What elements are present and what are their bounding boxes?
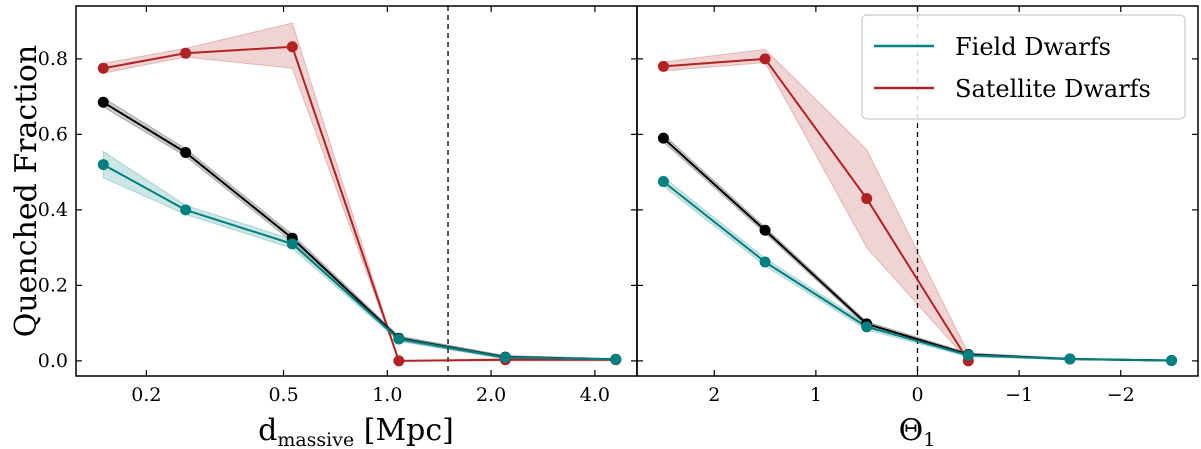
all-dwarfs-point bbox=[97, 96, 109, 108]
x-tick-label: 4.0 bbox=[580, 384, 610, 406]
field-dwarfs-point bbox=[657, 176, 669, 188]
satellite-dwarfs-point bbox=[393, 355, 405, 367]
satellite-dwarfs-point bbox=[286, 41, 298, 53]
legend: Field Dwarfs Satellite Dwarfs bbox=[861, 14, 1186, 120]
y-tick-label: 0.6 bbox=[38, 123, 68, 145]
all-dwarfs-point bbox=[759, 224, 771, 236]
field-dwarfs-point bbox=[759, 256, 771, 268]
field-dwarfs-point bbox=[393, 333, 405, 345]
satellite-dwarfs-line bbox=[103, 45, 616, 362]
satellite-dwarfs-band bbox=[102, 22, 617, 362]
x-tick-label: 2 bbox=[708, 384, 720, 406]
legend-label-field: Field Dwarfs bbox=[955, 33, 1111, 61]
field-dwarfs-band bbox=[102, 150, 617, 361]
panel-theta1: 2 1 0 −1 −2 Θ1 Field Dwarfs Satellite Dwarfs bbox=[636, 5, 1199, 449]
x-tick-label: −1 bbox=[1005, 384, 1033, 406]
field-dwarfs-point bbox=[180, 204, 192, 216]
x-axis-label: Θ1 bbox=[899, 413, 936, 449]
all-dwarfs-point bbox=[180, 146, 192, 158]
x-tick-label: 1.0 bbox=[372, 384, 402, 406]
y-tick-label: 0.2 bbox=[38, 274, 68, 296]
field-dwarfs-line bbox=[662, 180, 1172, 362]
y-tick-label: 0.0 bbox=[38, 350, 68, 372]
x-tick-label: −2 bbox=[1107, 384, 1135, 406]
panel-d-massive: 0.0 0.2 0.4 0.6 0.8 0.2 0.5 1.0 2.0 4.0 Quenched … bbox=[9, 5, 638, 449]
satellite-dwarfs-point bbox=[97, 62, 109, 74]
x-tick-label: 2.0 bbox=[476, 384, 506, 406]
x-tick-label: 1 bbox=[810, 384, 822, 406]
x-tick-label: 0 bbox=[911, 384, 923, 406]
all-dwarfs-point bbox=[657, 132, 669, 144]
satellite-dwarfs-point bbox=[657, 60, 669, 72]
legend-label-satellite: Satellite Dwarfs bbox=[955, 75, 1151, 103]
all-dwarfs-line bbox=[102, 101, 616, 361]
x-tick-label: 0.2 bbox=[131, 384, 161, 406]
field-dwarfs-point bbox=[610, 353, 622, 365]
x-tick-label: 0.5 bbox=[268, 384, 298, 406]
field-dwarfs-point bbox=[499, 352, 511, 363]
satellite-dwarfs-point bbox=[861, 193, 873, 205]
field-dwarfs-point bbox=[1166, 355, 1178, 367]
field-dwarfs-point bbox=[286, 238, 298, 250]
satellite-dwarfs-line bbox=[663, 57, 970, 362]
axes-frame bbox=[636, 5, 1199, 377]
x-axis-label: dmassive [Mpc] bbox=[258, 413, 454, 449]
field-dwarfs-point bbox=[861, 321, 873, 333]
field-dwarfs-point bbox=[97, 159, 109, 171]
legend-frame bbox=[861, 14, 1186, 120]
field-dwarfs-point bbox=[1064, 353, 1076, 365]
field-dwarfs-line bbox=[102, 163, 616, 361]
y-tick-label: 0.8 bbox=[38, 48, 68, 70]
satellite-dwarfs-point bbox=[180, 47, 192, 59]
satellite-dwarfs-point bbox=[759, 53, 771, 65]
field-dwarfs-point bbox=[962, 349, 974, 361]
all-dwarfs-band bbox=[102, 96, 617, 361]
y-tick-label: 0.4 bbox=[38, 199, 68, 221]
y-axis-label: Quenched Fraction bbox=[9, 45, 44, 338]
